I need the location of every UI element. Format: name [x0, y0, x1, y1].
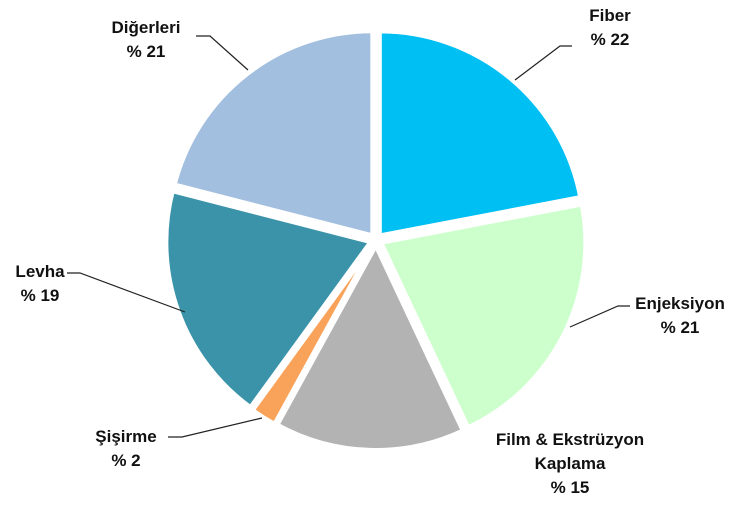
- slice-label: Enjeksiyon % 21: [635, 292, 725, 340]
- value-label: % 21: [660, 318, 700, 337]
- value-label: % 19: [20, 286, 60, 305]
- slice-label: Şişirme % 2: [95, 425, 156, 473]
- pie-slice: [164, 188, 374, 410]
- leader-line: [168, 417, 263, 438]
- leader-lines: [67, 35, 630, 438]
- category-name: Şişirme: [95, 427, 157, 446]
- value-label: % 2: [111, 451, 141, 470]
- pie-slice: [274, 241, 466, 452]
- category-name: Fiber: [589, 6, 631, 25]
- slice-label: Levha % 19: [15, 260, 64, 308]
- pie-slice: [172, 29, 375, 238]
- leader-line: [67, 272, 186, 313]
- leader-line: [196, 35, 249, 71]
- value-label: % 15: [550, 478, 590, 497]
- category-name: Enjeksiyon: [635, 294, 725, 313]
- category-name: Levha: [15, 262, 65, 281]
- leader-line: [569, 305, 630, 328]
- category-name: Film & Ekstrüzyon Kaplama: [495, 430, 645, 473]
- value-label: % 21: [126, 42, 166, 61]
- pie-slice: [377, 29, 583, 238]
- leader-line: [514, 45, 572, 81]
- pie-slice: [250, 243, 375, 427]
- slice-label: Diğerleri % 21: [112, 16, 181, 64]
- value-label: % 22: [590, 30, 630, 49]
- category-name: Diğerleri: [111, 18, 181, 37]
- pie-slice: [378, 202, 588, 430]
- slice-label: Film & Ekstrüzyon Kaplama % 15: [475, 428, 665, 500]
- slice-label: Fiber % 22: [589, 4, 631, 52]
